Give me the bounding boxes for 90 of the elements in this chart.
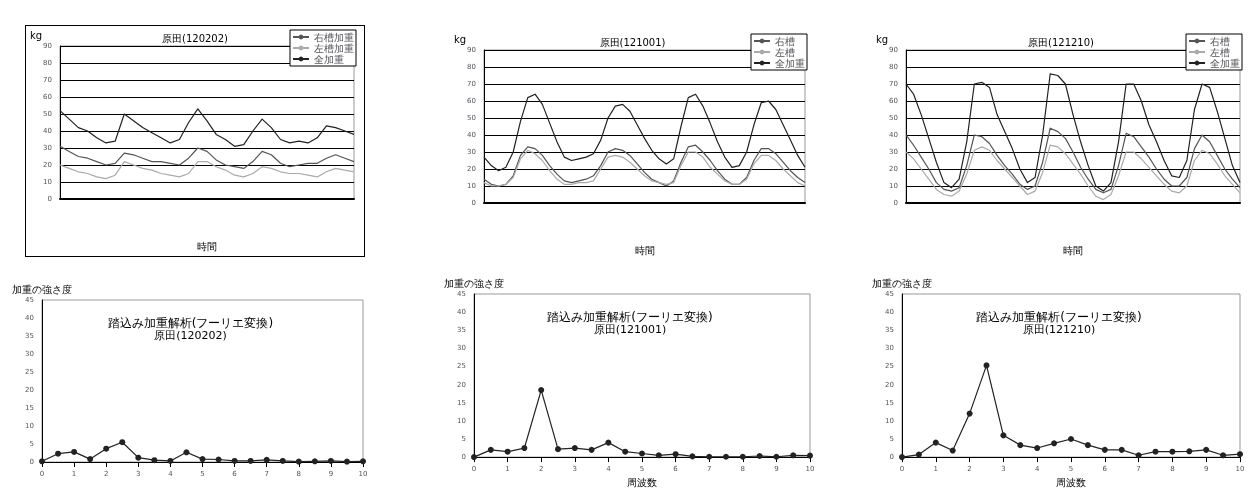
point (1068, 435, 1074, 442)
y-axis-title: kg (30, 29, 43, 41)
point (119, 439, 126, 446)
line-series (905, 127, 1241, 194)
y-axis-title: 加重の強さ度 (12, 283, 72, 295)
point (790, 452, 797, 459)
point (167, 457, 174, 464)
point (279, 457, 286, 464)
point (672, 451, 679, 458)
x-axis-title: 時間 (1063, 244, 1083, 256)
text: 原田(120202) (154, 329, 227, 342)
point (295, 458, 302, 465)
point (949, 447, 956, 454)
point (487, 446, 494, 453)
legend-label: 右槽加重 (314, 31, 354, 43)
x-axis-title: 周波数 (627, 476, 657, 488)
point (135, 454, 142, 461)
point (1034, 445, 1041, 452)
legend-label: 左槽 (1210, 46, 1230, 58)
point (215, 456, 222, 463)
point (1220, 452, 1227, 459)
line-series (59, 161, 355, 180)
point (966, 410, 973, 417)
point (199, 456, 206, 463)
point (1203, 446, 1210, 453)
y-axis-title: 加重の強さ度 (872, 277, 932, 289)
legend-label: 全加重 (314, 53, 344, 65)
point (521, 445, 528, 452)
point (807, 452, 813, 459)
text: 原田(121210) (1022, 323, 1096, 336)
text: 踏込み加重解析(フーリエ変換) (107, 316, 274, 330)
point (103, 445, 110, 452)
chart-title: 原田(121210) (1028, 36, 1095, 48)
legend-label: 右槽 (1210, 35, 1230, 47)
point (311, 458, 318, 465)
point (263, 456, 270, 463)
point (689, 453, 696, 460)
legend-label: 左槽 (775, 46, 795, 58)
y-axis-title: 加重の強さ度 (444, 277, 504, 289)
line-series (59, 108, 355, 147)
point (1084, 442, 1091, 449)
point (723, 453, 729, 460)
point (1101, 446, 1108, 453)
x-axis-title: 周波数 (1056, 476, 1086, 488)
line-series (59, 145, 355, 169)
point (538, 387, 545, 394)
point (87, 456, 94, 463)
point (71, 448, 78, 455)
point (1186, 448, 1193, 455)
chart-title: 原田(120202) (162, 32, 229, 44)
point (183, 449, 190, 456)
point (555, 446, 561, 453)
point (622, 448, 629, 455)
y-axis-title: kg (876, 33, 889, 45)
point (231, 457, 238, 464)
point (588, 446, 595, 453)
line-series (905, 73, 1241, 192)
x-axis-title: 時間 (634, 244, 655, 256)
point (247, 457, 254, 464)
point (605, 439, 612, 446)
point (915, 451, 922, 458)
point (739, 453, 746, 460)
legend-label: 全加重 (775, 57, 805, 69)
chart-title: 原田(121001) (599, 36, 666, 48)
text: 原田(121001) (593, 323, 667, 336)
point (1017, 442, 1024, 449)
point (151, 457, 158, 464)
legend-label: 右槽 (775, 35, 795, 47)
line-series (483, 93, 806, 172)
point (327, 457, 334, 464)
y-axis-title: kg (454, 33, 467, 45)
x-axis-title: 時間 (197, 240, 217, 252)
point (1000, 432, 1007, 439)
point (504, 448, 511, 455)
legend-label: 左槽加重 (314, 42, 354, 54)
point (639, 450, 645, 457)
point (571, 445, 578, 452)
point (1135, 452, 1142, 459)
point (1118, 446, 1125, 453)
text: 踏込み加重解析(フーリエ変換) (976, 310, 1142, 324)
point (1169, 448, 1176, 455)
point (343, 458, 350, 465)
point (756, 453, 763, 460)
text: 踏込み加重解析(フーリエ変換) (547, 310, 713, 324)
point (655, 452, 662, 459)
legend-label: 全加重 (1210, 57, 1240, 69)
point (932, 439, 939, 446)
point (1237, 451, 1243, 458)
point (1051, 440, 1058, 447)
point (55, 450, 62, 457)
